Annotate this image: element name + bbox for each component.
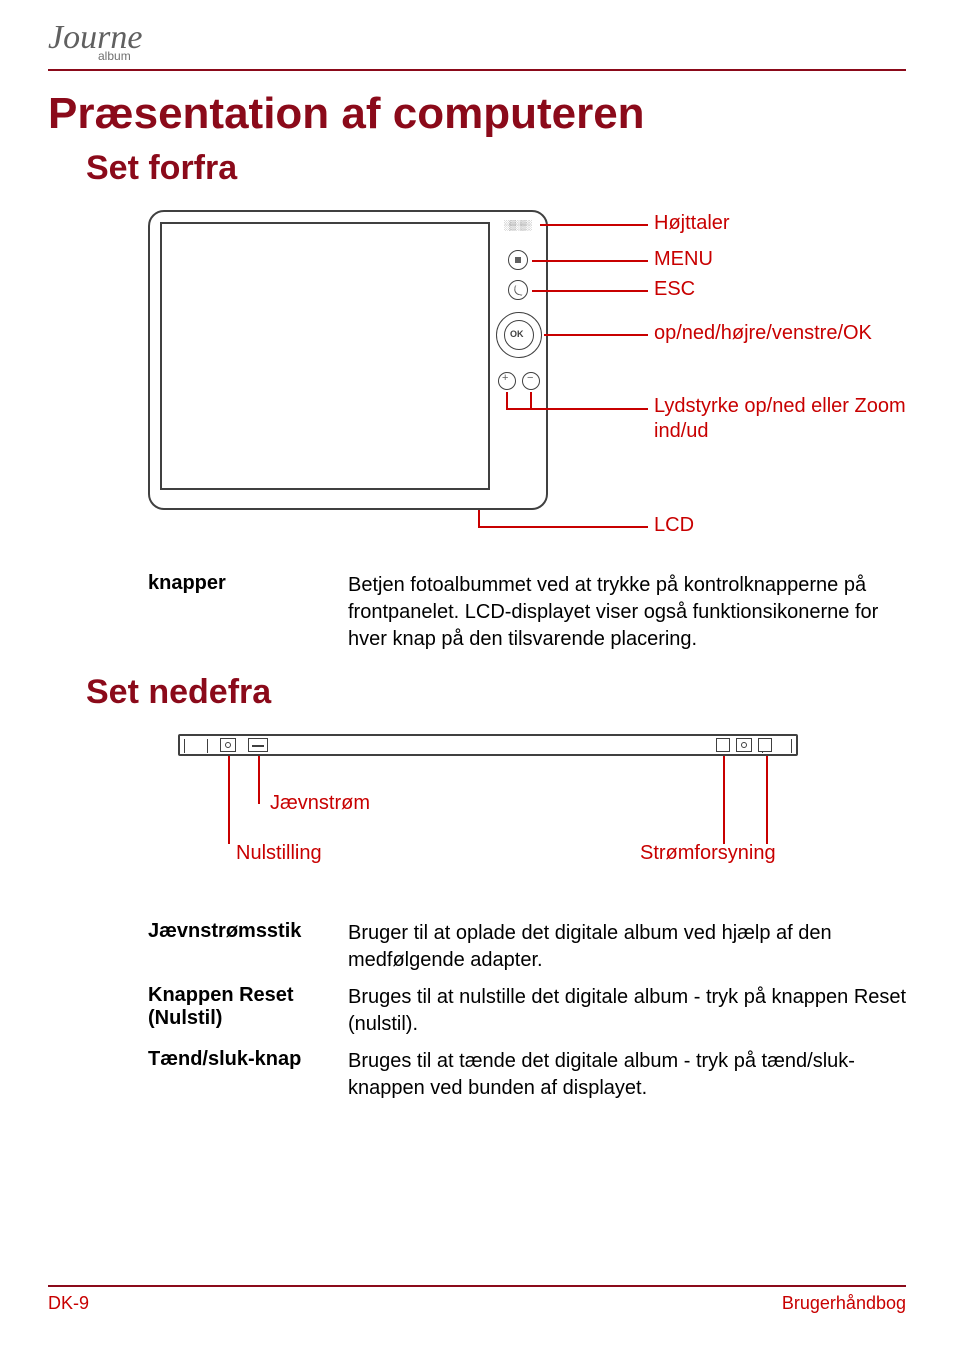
header-logo-row: Journe album [48,24,906,71]
front-description: knapper Betjen fotoalbummet ved at trykk… [148,572,908,653]
leader-line [540,224,648,226]
menu-button-icon [508,250,528,270]
power-port-left-icon [716,738,730,752]
section-front-heading: Set forfra [86,149,906,188]
leader-line [258,756,260,804]
leader-line [532,260,648,262]
leader-line [506,392,508,408]
section-bottom-heading: Set nedefra [86,673,906,712]
leader-line [723,756,725,844]
desc-term: Tænd/sluk-knap [148,1048,348,1102]
page-footer: DK-9 Brugerhåndbog [48,1285,906,1314]
power-port-right-icon [758,738,772,752]
desc-term: Knappen Reset (Nulstil) [148,984,348,1038]
desc-definition: Bruges til at nulstille det digitale alb… [348,984,908,1038]
desc-term: Jævnstrømsstik [148,920,348,974]
leader-line [530,392,532,408]
lcd-screen-outline [160,222,490,490]
speaker-icon: ░▒░▒░ [504,220,538,234]
callout-power: Strømforsyning [640,842,776,865]
callout-reset: Nulstilling [236,842,322,865]
desc-row: Tænd/sluk-knap Bruges til at tænde det d… [148,1048,908,1102]
leader-line [544,334,648,336]
bottom-description: Jævnstrømsstik Bruger til at oplade det … [148,920,908,1102]
volume-up-icon [498,372,516,390]
nav-ok-label: OK [510,329,524,339]
bottom-edge-outline [178,734,798,756]
brand-sub: album [98,49,906,63]
dc-port-icon [248,738,268,752]
reset-port-icon [220,738,236,752]
desc-row: Knappen Reset (Nulstil) Bruges til at nu… [148,984,908,1038]
esc-button-icon [508,280,528,300]
leader-line [228,756,230,844]
callout-nav: op/ned/højre/venstre/OK [654,322,872,345]
desc-definition: Betjen fotoalbummet ved at trykke på kon… [348,572,908,653]
leader-line [532,290,648,292]
callout-menu: MENU [654,248,713,271]
callout-volume: Lydstyrke op/ned eller Zoom ind/ud [654,394,908,444]
desc-row: knapper Betjen fotoalbummet ved at trykk… [148,572,908,653]
front-view-diagram: ░▒░▒░ OK Højttaler MENU ESC op/ned/højre… [148,202,908,542]
leader-line [478,510,480,526]
leader-line [506,408,648,410]
callout-dc: Jævnstrøm [270,792,370,815]
volume-down-icon [522,372,540,390]
footer-page-number: DK-9 [48,1293,89,1314]
leader-line [766,756,768,844]
desc-definition: Bruges til at tænde det digitale album -… [348,1048,908,1102]
power-port-icon [736,738,752,752]
desc-term: knapper [148,572,348,653]
desc-row: Jævnstrømsstik Bruger til at oplade det … [148,920,908,974]
callout-lcd: LCD [654,514,694,537]
callout-esc: ESC [654,278,695,301]
page-title: Præsentation af computeren [48,89,906,139]
footer-doc-title: Brugerhåndbog [782,1293,906,1314]
bottom-view-diagram: Jævnstrøm Nulstilling Strømforsyning [178,726,818,896]
vent-icon [184,739,208,753]
leader-line [478,526,648,528]
callout-speaker: Højttaler [654,212,730,235]
desc-definition: Bruger til at oplade det digitale album … [348,920,908,974]
